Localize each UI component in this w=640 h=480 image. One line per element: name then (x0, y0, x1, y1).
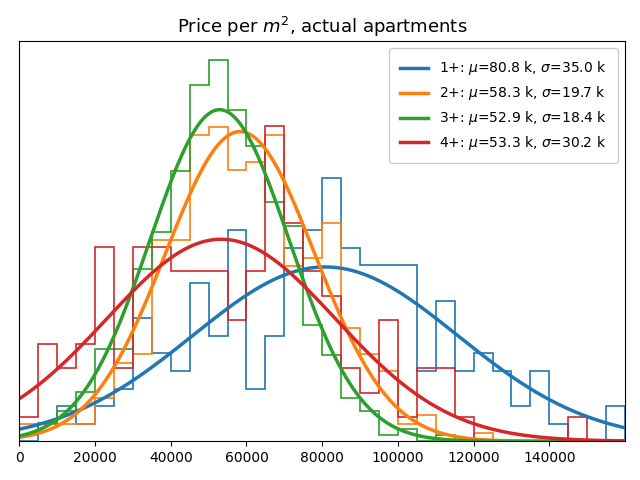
3+: $\mu$=52.9 k, $\sigma$=18.4 k: (-5e+03, 1.53e-07): $\mu$=52.9 k, $\sigma$=18.4 k: (-5e+03, … (0, 436, 4, 442)
1+: $\mu$=80.8 k, $\sigma$=35.0 k: (-5e+03, 5.65e-07): $\mu$=80.8 k, $\sigma$=35.0 k: (-5e+03, … (0, 430, 4, 435)
3+: $\mu$=52.9 k, $\sigma$=18.4 k: (5.29e+04, 2.17e-05): $\mu$=52.9 k, $\sigma$=18.4 k: (5.29e+04… (216, 107, 223, 113)
2+: $\mu$=58.3 k, $\sigma$=19.7 k: (5.83e+04, 2.03e-05): $\mu$=58.3 k, $\sigma$=19.7 k: (5.83e+04… (236, 129, 244, 134)
2+: $\mu$=58.3 k, $\sigma$=19.7 k: (4.18e+03, 4.65e-07): $\mu$=58.3 k, $\sigma$=19.7 k: (4.18e+03… (31, 431, 39, 437)
Line: 1+: $\mu$=80.8 k, $\sigma$=35.0 k: 1+: $\mu$=80.8 k, $\sigma$=35.0 k (1, 267, 640, 437)
2+: $\mu$=58.3 k, $\sigma$=19.7 k: (-5e+03, 1.16e-07): $\mu$=58.3 k, $\sigma$=19.7 k: (-5e+03, … (0, 437, 4, 443)
3+: $\mu$=52.9 k, $\sigma$=18.4 k: (7.78e+04, 8.65e-06): $\mu$=52.9 k, $\sigma$=18.4 k: (7.78e+04… (310, 306, 318, 312)
Line: 4+: $\mu$=53.3 k, $\sigma$=30.2 k: 4+: $\mu$=53.3 k, $\sigma$=30.2 k (1, 239, 640, 441)
4+: $\mu$=53.3 k, $\sigma$=30.2 k: (8.26e+04, 8.25e-06): $\mu$=53.3 k, $\sigma$=30.2 k: (8.26e+04… (328, 312, 336, 318)
Line: 3+: $\mu$=52.9 k, $\sigma$=18.4 k: 3+: $\mu$=52.9 k, $\sigma$=18.4 k (1, 110, 640, 441)
1+: $\mu$=80.8 k, $\sigma$=35.0 k: (4.18e+03, 1.04e-06): $\mu$=80.8 k, $\sigma$=35.0 k: (4.18e+03… (31, 422, 39, 428)
Title: Price per $m^2$, actual apartments: Price per $m^2$, actual apartments (177, 15, 467, 39)
4+: $\mu$=53.3 k, $\sigma$=30.2 k: (7.78e+04, 9.5e-06): $\mu$=53.3 k, $\sigma$=30.2 k: (7.78e+04… (310, 293, 318, 299)
1+: $\mu$=80.8 k, $\sigma$=35.0 k: (1.37e+05, 3.17e-06): $\mu$=80.8 k, $\sigma$=35.0 k: (1.37e+05… (533, 390, 541, 396)
2+: $\mu$=58.3 k, $\sigma$=19.7 k: (8.26e+04, 9.46e-06): $\mu$=58.3 k, $\sigma$=19.7 k: (8.26e+04… (328, 294, 336, 300)
1+: $\mu$=80.8 k, $\sigma$=35.0 k: (7.78e+04, 1.14e-05): $\mu$=80.8 k, $\sigma$=35.0 k: (7.78e+04… (310, 265, 317, 271)
4+: $\mu$=53.3 k, $\sigma$=30.2 k: (1.37e+05, 2.88e-07): $\mu$=53.3 k, $\sigma$=30.2 k: (1.37e+05… (533, 434, 541, 440)
1+: $\mu$=80.8 k, $\sigma$=35.0 k: (8.26e+04, 1.14e-05): $\mu$=80.8 k, $\sigma$=35.0 k: (8.26e+04… (328, 264, 336, 270)
4+: $\mu$=53.3 k, $\sigma$=30.2 k: (-5e+03, 2.05e-06): $\mu$=53.3 k, $\sigma$=30.2 k: (-5e+03, … (0, 407, 4, 413)
Legend: 1+: $\mu$=80.8 k, $\sigma$=35.0 k, 2+: $\mu$=58.3 k, $\sigma$=19.7 k, 3+: $\mu$=: 1+: $\mu$=80.8 k, $\sigma$=35.0 k, 2+: $… (389, 48, 618, 163)
4+: $\mu$=53.3 k, $\sigma$=30.2 k: (5.33e+04, 1.32e-05): $\mu$=53.3 k, $\sigma$=30.2 k: (5.33e+04… (217, 236, 225, 242)
3+: $\mu$=52.9 k, $\sigma$=18.4 k: (1.37e+05, 6.59e-10): $\mu$=52.9 k, $\sigma$=18.4 k: (1.37e+05… (533, 438, 541, 444)
1+: $\mu$=80.8 k, $\sigma$=35.0 k: (8.08e+04, 1.14e-05): $\mu$=80.8 k, $\sigma$=35.0 k: (8.08e+04… (321, 264, 329, 270)
3+: $\mu$=52.9 k, $\sigma$=18.4 k: (8.26e+04, 5.89e-06): $\mu$=52.9 k, $\sigma$=18.4 k: (8.26e+04… (328, 348, 336, 354)
2+: $\mu$=58.3 k, $\sigma$=19.7 k: (7.78e+04, 1.24e-05): $\mu$=58.3 k, $\sigma$=19.7 k: (7.78e+04… (310, 249, 318, 255)
3+: $\mu$=52.9 k, $\sigma$=18.4 k: (4.18e+03, 6.52e-07): $\mu$=52.9 k, $\sigma$=18.4 k: (4.18e+03… (31, 429, 39, 434)
4+: $\mu$=53.3 k, $\sigma$=30.2 k: (4.18e+03, 3.52e-06): $\mu$=53.3 k, $\sigma$=30.2 k: (4.18e+03… (31, 384, 39, 390)
2+: $\mu$=58.3 k, $\sigma$=19.7 k: (1.37e+05, 7.19e-09): $\mu$=58.3 k, $\sigma$=19.7 k: (1.37e+05… (533, 438, 541, 444)
Line: 2+: $\mu$=58.3 k, $\sigma$=19.7 k: 2+: $\mu$=58.3 k, $\sigma$=19.7 k (1, 132, 640, 441)
